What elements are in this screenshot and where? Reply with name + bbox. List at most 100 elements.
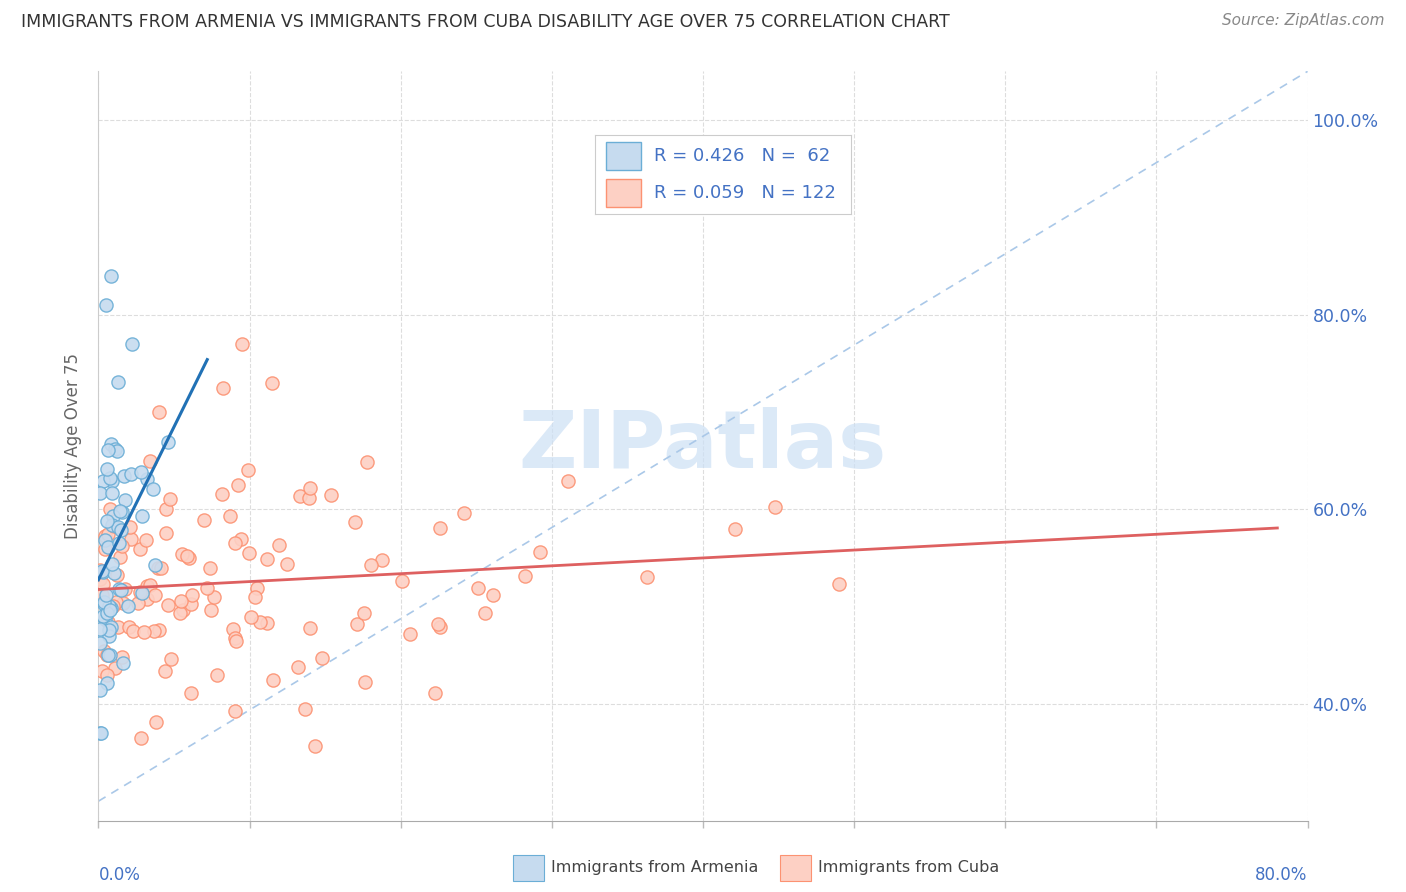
Point xyxy=(828,577,851,591)
Point xyxy=(155,525,177,540)
Point xyxy=(118,620,141,634)
Point xyxy=(636,569,658,583)
Point xyxy=(205,668,228,682)
Point xyxy=(249,615,271,629)
Point xyxy=(299,481,322,495)
Point xyxy=(153,665,176,679)
Point xyxy=(467,581,489,595)
Point xyxy=(111,656,134,670)
Point xyxy=(107,376,129,390)
Point xyxy=(287,659,309,673)
Point xyxy=(89,622,111,636)
Point xyxy=(91,588,114,602)
Point xyxy=(143,588,166,602)
Point xyxy=(425,686,447,700)
Point xyxy=(94,533,117,547)
Point xyxy=(96,676,118,690)
Point xyxy=(262,376,284,390)
Point xyxy=(353,674,375,689)
Text: Source: ZipAtlas.com: Source: ZipAtlas.com xyxy=(1222,13,1385,29)
Point xyxy=(93,541,115,556)
Point xyxy=(98,502,121,516)
Point xyxy=(143,558,166,572)
Point xyxy=(110,523,132,537)
Point xyxy=(148,623,170,637)
Point xyxy=(96,606,118,620)
Text: 80.0%: 80.0% xyxy=(1256,865,1308,884)
Point xyxy=(246,581,269,595)
Point xyxy=(89,572,111,586)
Point xyxy=(231,336,253,351)
Point xyxy=(94,529,117,543)
Point xyxy=(100,619,122,633)
Point xyxy=(148,405,170,419)
Point xyxy=(453,506,475,520)
Point xyxy=(104,595,127,609)
Point xyxy=(89,563,111,577)
Point xyxy=(91,664,114,678)
Point xyxy=(98,471,121,485)
Point xyxy=(111,505,134,519)
Point xyxy=(136,472,159,486)
Point xyxy=(211,486,233,500)
Point xyxy=(474,606,496,620)
Point xyxy=(100,268,122,283)
Point xyxy=(225,633,247,648)
Point xyxy=(267,538,290,552)
Point xyxy=(91,608,114,623)
Point xyxy=(107,520,129,534)
Point xyxy=(143,624,166,638)
Point xyxy=(101,508,124,523)
Text: IMMIGRANTS FROM ARMENIA VS IMMIGRANTS FROM CUBA DISABILITY AGE OVER 75 CORRELATI: IMMIGRANTS FROM ARMENIA VS IMMIGRANTS FR… xyxy=(21,13,950,31)
Point xyxy=(346,616,368,631)
Point xyxy=(238,545,260,559)
Point xyxy=(96,461,118,475)
Point xyxy=(100,437,122,451)
Point xyxy=(108,504,131,518)
Point xyxy=(294,702,316,716)
Point xyxy=(181,588,204,602)
Point xyxy=(138,578,160,592)
Point xyxy=(212,381,235,395)
Point xyxy=(89,726,111,740)
Point xyxy=(111,596,134,610)
Point xyxy=(226,478,249,492)
Point xyxy=(97,527,120,541)
Point xyxy=(142,483,165,497)
Point xyxy=(105,568,128,582)
Point xyxy=(120,532,142,546)
Point xyxy=(120,467,142,481)
Y-axis label: Disability Age Over 75: Disability Age Over 75 xyxy=(65,353,83,539)
Point xyxy=(103,518,125,533)
Point xyxy=(136,579,159,593)
Point xyxy=(149,561,172,575)
Point xyxy=(193,513,215,527)
Point xyxy=(202,591,225,605)
Point xyxy=(94,298,117,312)
Point xyxy=(107,620,129,634)
Point xyxy=(304,739,326,754)
Point xyxy=(429,620,451,634)
Point xyxy=(96,588,118,602)
Point xyxy=(319,488,342,502)
Point xyxy=(240,609,263,624)
Point xyxy=(198,561,221,575)
Point xyxy=(276,558,298,572)
Point xyxy=(108,536,131,550)
Point xyxy=(122,624,145,639)
Point xyxy=(148,561,170,575)
Point xyxy=(176,549,198,563)
Point xyxy=(111,650,134,665)
Point xyxy=(391,574,413,588)
Point xyxy=(101,517,124,532)
FancyBboxPatch shape xyxy=(606,178,641,207)
Point xyxy=(482,589,505,603)
Point xyxy=(104,442,127,457)
Point xyxy=(170,547,193,561)
Point xyxy=(98,599,121,613)
Point xyxy=(429,521,451,535)
Point xyxy=(256,551,278,566)
Point xyxy=(96,667,118,681)
Point xyxy=(353,606,375,620)
Point xyxy=(170,594,193,608)
